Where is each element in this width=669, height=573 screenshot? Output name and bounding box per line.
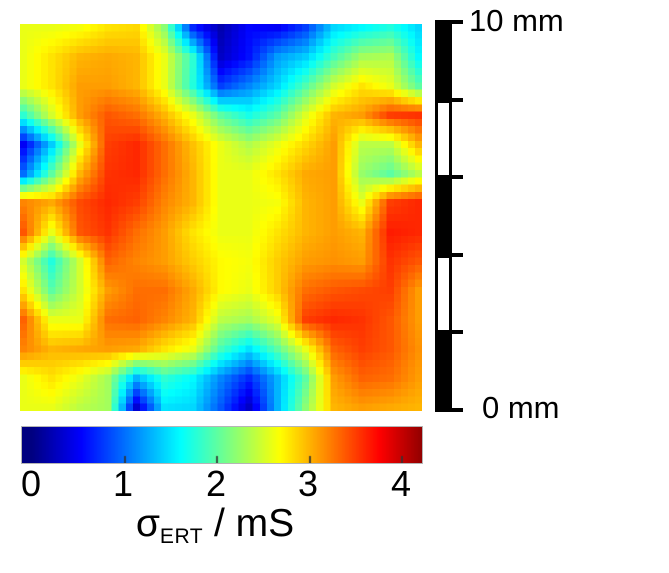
ruler-tick <box>435 20 463 24</box>
ruler-segment-white <box>435 99 452 178</box>
colorbar-axis-label: σERT / mS <box>15 502 415 559</box>
colorbar-tick-label: 3 <box>297 463 319 504</box>
ruler-tick <box>435 330 463 335</box>
sigma-subscript: ERT <box>159 524 204 548</box>
ruler-segment-white <box>435 254 452 333</box>
ruler-tick <box>435 97 463 102</box>
colorbar-tick-label: 0 <box>20 463 42 504</box>
scale-ruler <box>435 22 452 410</box>
ruler-min-label: 0 mm <box>482 390 560 425</box>
colorbar-tick-label: 1 <box>112 463 134 504</box>
unit-text: / mS <box>203 502 295 545</box>
colorbar-tick-label: 4 <box>390 463 412 504</box>
ruler-tick <box>435 175 463 180</box>
colorbar-tick-label: 2 <box>205 463 227 504</box>
ruler-tick <box>435 408 463 412</box>
ruler-max-label: 10 mm <box>469 3 564 38</box>
sigma-symbol: σ <box>135 502 160 545</box>
ruler-tick <box>435 252 463 257</box>
conductivity-heatmap <box>20 24 422 411</box>
colorbar <box>21 426 423 464</box>
